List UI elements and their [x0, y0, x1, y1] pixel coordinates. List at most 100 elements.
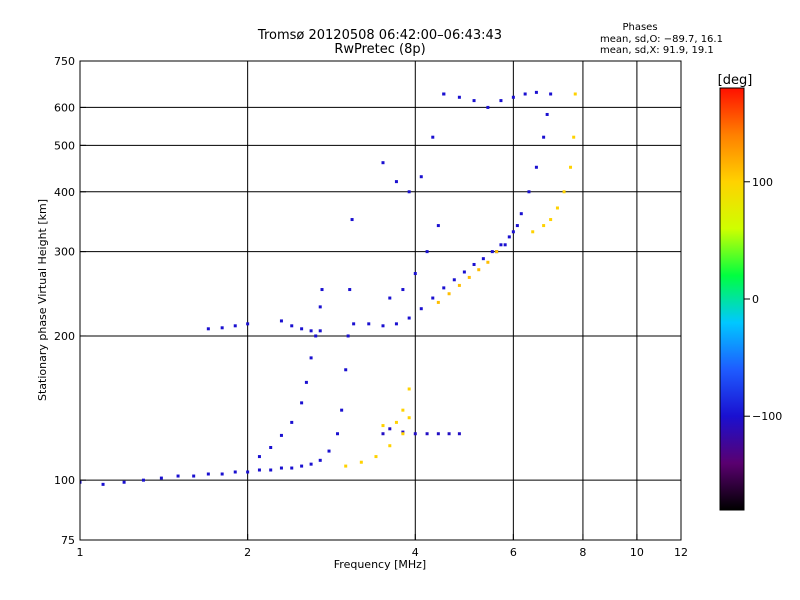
data-point	[549, 218, 553, 222]
data-point	[486, 260, 490, 264]
data-point	[279, 433, 283, 437]
data-point	[527, 190, 531, 194]
data-point	[401, 408, 405, 412]
data-point	[220, 326, 224, 330]
data-point	[457, 283, 461, 287]
data-point	[542, 224, 546, 228]
trace	[279, 319, 322, 333]
data-point	[101, 482, 105, 486]
data-point	[481, 257, 485, 261]
trace	[388, 224, 440, 300]
chart-title: Tromsø 20120508 06:42:00–06:43:43	[257, 28, 503, 43]
data-point	[233, 470, 237, 474]
data-point	[394, 420, 398, 424]
colorbar-label: [deg]	[718, 73, 753, 88]
colorbar-tick-label: 100	[752, 176, 773, 189]
data-point	[290, 466, 294, 470]
plot-frame	[79, 60, 682, 541]
data-point	[304, 380, 308, 384]
data-point	[452, 278, 456, 282]
y-axis-label: Stationary phase Virtual Height [km]	[36, 199, 49, 401]
x-axis-ticks: 1 2 4 6 8 10 12	[77, 534, 688, 559]
data-point	[122, 480, 126, 484]
data-point	[425, 432, 429, 436]
data-point	[542, 135, 546, 139]
colorbar-ticks: −100 0 100	[744, 176, 782, 423]
data-point	[300, 401, 304, 405]
data-point	[534, 90, 538, 94]
phases-mean-x: mean, sd,X: 91.9, 19.1	[600, 45, 714, 56]
data-point	[401, 430, 405, 434]
data-point	[381, 324, 385, 328]
data-point	[462, 270, 466, 274]
trace	[381, 92, 446, 194]
y-tick-label: 300	[54, 246, 75, 259]
data-point	[515, 224, 519, 228]
trace	[80, 462, 313, 486]
data-point	[467, 275, 471, 279]
data-point	[503, 243, 507, 247]
trace	[381, 387, 411, 428]
data-point	[340, 408, 344, 412]
data-point	[300, 464, 304, 468]
data-point	[407, 416, 411, 420]
trace	[381, 427, 461, 436]
y-axis-ticks: 75 100 200 300 400 500 600 750	[54, 55, 86, 547]
trace	[442, 90, 538, 109]
y-tick-label: 100	[54, 474, 75, 487]
data-point	[344, 368, 348, 372]
trace	[257, 288, 324, 459]
data-point	[206, 327, 210, 331]
data-point	[472, 262, 476, 266]
trace	[436, 250, 499, 304]
data-point	[436, 224, 440, 228]
data-point	[394, 322, 398, 326]
data-point	[572, 135, 576, 139]
data-point	[346, 334, 350, 338]
y-tick-label: 750	[54, 55, 75, 68]
data-point	[523, 92, 527, 96]
data-point	[495, 250, 499, 254]
data-point	[436, 300, 440, 304]
data-point	[407, 387, 411, 391]
data-point	[549, 92, 553, 96]
x-tick-label: 10	[630, 546, 644, 559]
data-point	[336, 432, 340, 436]
x-tick-label: 2	[244, 546, 251, 559]
data-point	[141, 478, 145, 482]
x-tick-label: 12	[674, 546, 688, 559]
data-point	[206, 472, 210, 476]
data-point	[318, 458, 322, 462]
data-point	[562, 190, 566, 194]
data-point	[309, 356, 313, 360]
data-point	[555, 206, 559, 210]
data-point	[545, 112, 549, 116]
trace	[344, 416, 411, 468]
data-point	[499, 243, 503, 247]
data-point	[401, 432, 405, 436]
data-point	[352, 322, 356, 326]
data-point	[431, 296, 435, 300]
data-point	[269, 445, 273, 449]
data-point	[381, 432, 385, 436]
data-point	[531, 230, 535, 234]
data-point	[388, 296, 392, 300]
grid-lines	[80, 61, 681, 540]
data-point	[309, 462, 313, 466]
data-point	[419, 307, 423, 311]
colorbar-tick-label: −100	[752, 410, 782, 423]
data-point	[388, 444, 392, 448]
data-point	[300, 327, 304, 331]
trace	[318, 218, 354, 462]
data-point	[220, 472, 224, 476]
data-point	[367, 322, 371, 326]
data-point	[442, 286, 446, 290]
data-point	[359, 460, 363, 464]
data-point	[246, 470, 250, 474]
data-point	[344, 464, 348, 468]
data-point	[419, 175, 423, 179]
phases-title: Phases	[622, 22, 658, 33]
x-tick-label: 8	[579, 546, 586, 559]
data-point	[279, 319, 283, 323]
